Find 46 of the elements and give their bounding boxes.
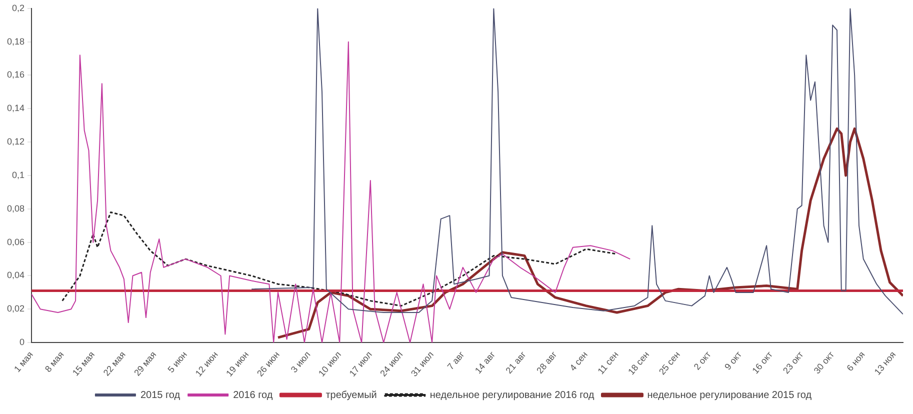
x-tick-label: 5 июн — [166, 349, 190, 375]
y-tick-label: 0,2 — [12, 2, 25, 13]
line-series — [62, 212, 618, 307]
legend-label: недельное регулирование 2015 год — [647, 390, 812, 401]
legend-label: 2015 год — [140, 390, 180, 401]
x-tick-label: 4 сен — [568, 349, 590, 373]
x-tick-label: 17 июл — [347, 350, 374, 378]
x-tick-label: 24 июл — [378, 350, 405, 378]
x-tick-label: 3 июл — [288, 350, 312, 375]
x-tick-label: 21 авг — [504, 348, 528, 376]
x-tick-label: 8 мая — [42, 349, 66, 374]
x-tick-label: 16 окт — [750, 350, 774, 376]
x-tick-label: 12 июн — [193, 349, 220, 378]
y-tick-label: 0,14 — [6, 103, 25, 114]
x-tick-label: 1 мая — [12, 349, 36, 374]
x-tick-label: 2 окт — [692, 350, 713, 372]
x-tick-label: 6 ноя — [844, 349, 867, 374]
x-tick-label: 9 окт — [722, 350, 744, 372]
x-tick-label: 14 авг — [472, 348, 498, 376]
x-tick-label: 7 авг — [445, 348, 467, 372]
y-tick-label: 0,12 — [6, 136, 25, 147]
x-tick-label: 22 мая — [101, 349, 128, 378]
y-tick-label: 0,02 — [6, 304, 25, 314]
x-tick-label: 15 мая — [70, 349, 97, 378]
y-tick-label: 0 — [20, 337, 25, 348]
y-tick-label: 0,18 — [6, 36, 25, 46]
x-tick-label: 28 авг — [534, 348, 560, 376]
x-tick-label: 11 сен — [596, 349, 620, 376]
x-tick-label: 10 июл — [316, 350, 344, 378]
x-tick-label: 23 окт — [781, 350, 806, 376]
y-tick-label: 0,08 — [6, 203, 25, 214]
x-tick-label: 18 сен — [626, 349, 652, 377]
y-tick-label: 0,06 — [6, 236, 25, 247]
x-tick-label: 13 ноя — [872, 349, 898, 377]
legend-label: 2016 год — [233, 390, 273, 401]
x-tick-label: 25 сен — [656, 349, 682, 377]
x-tick-label: 30 окт — [812, 350, 836, 376]
y-tick-label: 0,04 — [6, 270, 25, 280]
x-tick-label: 26 июн — [254, 349, 282, 378]
x-tick-label: 29 мая — [132, 349, 158, 378]
x-tick-label: 19 июн — [224, 349, 251, 378]
legend-label: недельное регулирование 2016 год — [430, 390, 594, 401]
y-tick-label: 0,1 — [12, 170, 25, 180]
y-tick-label: 0,16 — [6, 70, 25, 80]
x-tick-label: 31 июл — [408, 350, 436, 378]
legend-label: требуемый — [326, 390, 377, 401]
